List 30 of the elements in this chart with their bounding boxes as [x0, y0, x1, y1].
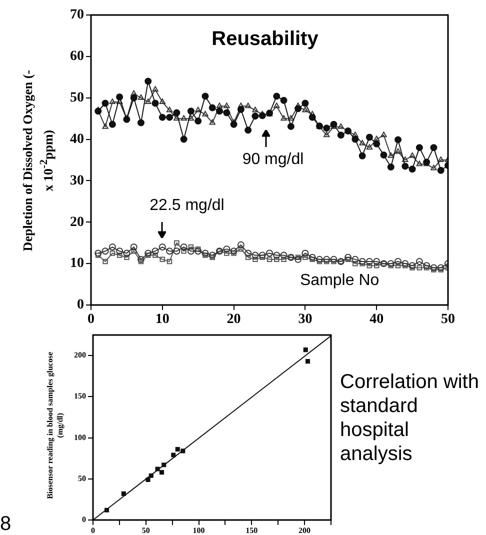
y-tick-label: 50 — [70, 90, 84, 106]
text: Reusability — [210, 28, 320, 51]
y-tick-label: 150 — [74, 392, 86, 401]
text: Correlation with standard hospital analysis — [340, 370, 480, 466]
y-tick-label: 30 — [70, 173, 84, 188]
x-tick-label: 10 — [155, 312, 170, 328]
x-tick-label: 20 — [226, 312, 241, 328]
y-tick-label: 60 — [70, 49, 84, 64]
x-tick-label: 50 — [142, 526, 150, 535]
y-tick-label: 100 — [74, 432, 86, 442]
x-tick-label: 40 — [370, 312, 384, 328]
text: 8 — [0, 512, 12, 535]
x-tick-label: 30 — [298, 312, 312, 328]
y-tick-label: 40 — [70, 132, 84, 147]
x-tick-label: 50 — [441, 312, 455, 328]
x-tick-label: 200 — [298, 526, 311, 535]
y-tick-label: 50 — [78, 474, 86, 483]
y-tick-label: 70 — [70, 8, 84, 23]
x-tick-label: 100 — [192, 526, 205, 535]
y-tick-label: 0 — [82, 515, 86, 524]
y-tick-label: 200 — [74, 350, 86, 360]
y-tick-label: 0 — [77, 298, 84, 313]
x-tick-label: 150 — [246, 526, 258, 535]
x-tick-label: 0 — [91, 526, 95, 535]
y-tick-label: 20 — [70, 214, 84, 230]
x-axis-title: Sample No — [300, 272, 380, 290]
annotation: 90 mg/dl — [241, 150, 305, 170]
y-tick-label: 10 — [70, 256, 84, 272]
y-axis-title: Biosensor reading in blood samples glucose (mg/dl) — [46, 350, 66, 500]
annotation: 22.5 mg/dl — [148, 196, 226, 216]
